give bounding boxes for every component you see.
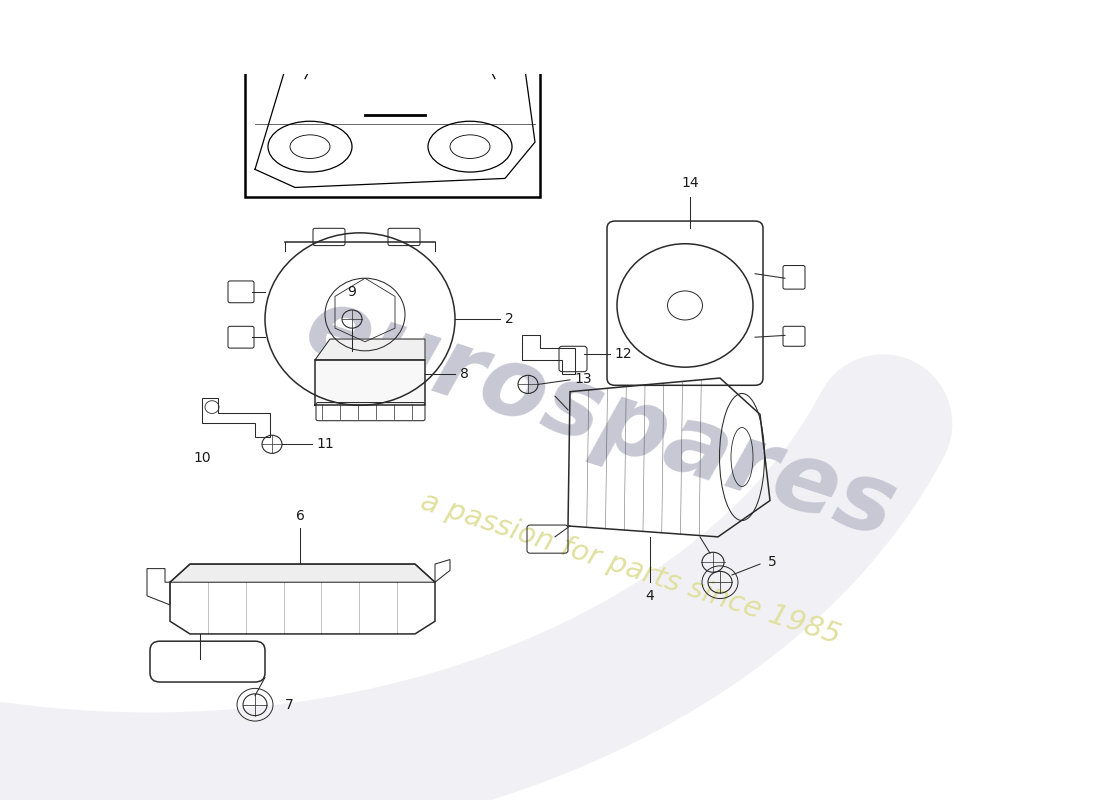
Polygon shape (315, 339, 425, 360)
Text: a passion for parts since 1985: a passion for parts since 1985 (417, 487, 844, 650)
Bar (245, 0, 540, 197)
Text: 12: 12 (614, 346, 631, 361)
Text: 9: 9 (348, 285, 356, 299)
Text: 10: 10 (194, 450, 211, 465)
Text: 8: 8 (460, 366, 469, 381)
Polygon shape (315, 360, 425, 406)
Text: eurospares: eurospares (293, 280, 906, 558)
Text: 6: 6 (296, 510, 305, 523)
Text: 13: 13 (574, 372, 592, 386)
Text: 5: 5 (768, 555, 777, 570)
Text: 4: 4 (646, 590, 654, 603)
Text: 7: 7 (285, 698, 294, 712)
Text: 2: 2 (505, 312, 514, 326)
Text: 14: 14 (681, 176, 698, 190)
Text: 3: 3 (465, 0, 474, 3)
Text: 11: 11 (316, 438, 333, 451)
Polygon shape (170, 564, 434, 582)
